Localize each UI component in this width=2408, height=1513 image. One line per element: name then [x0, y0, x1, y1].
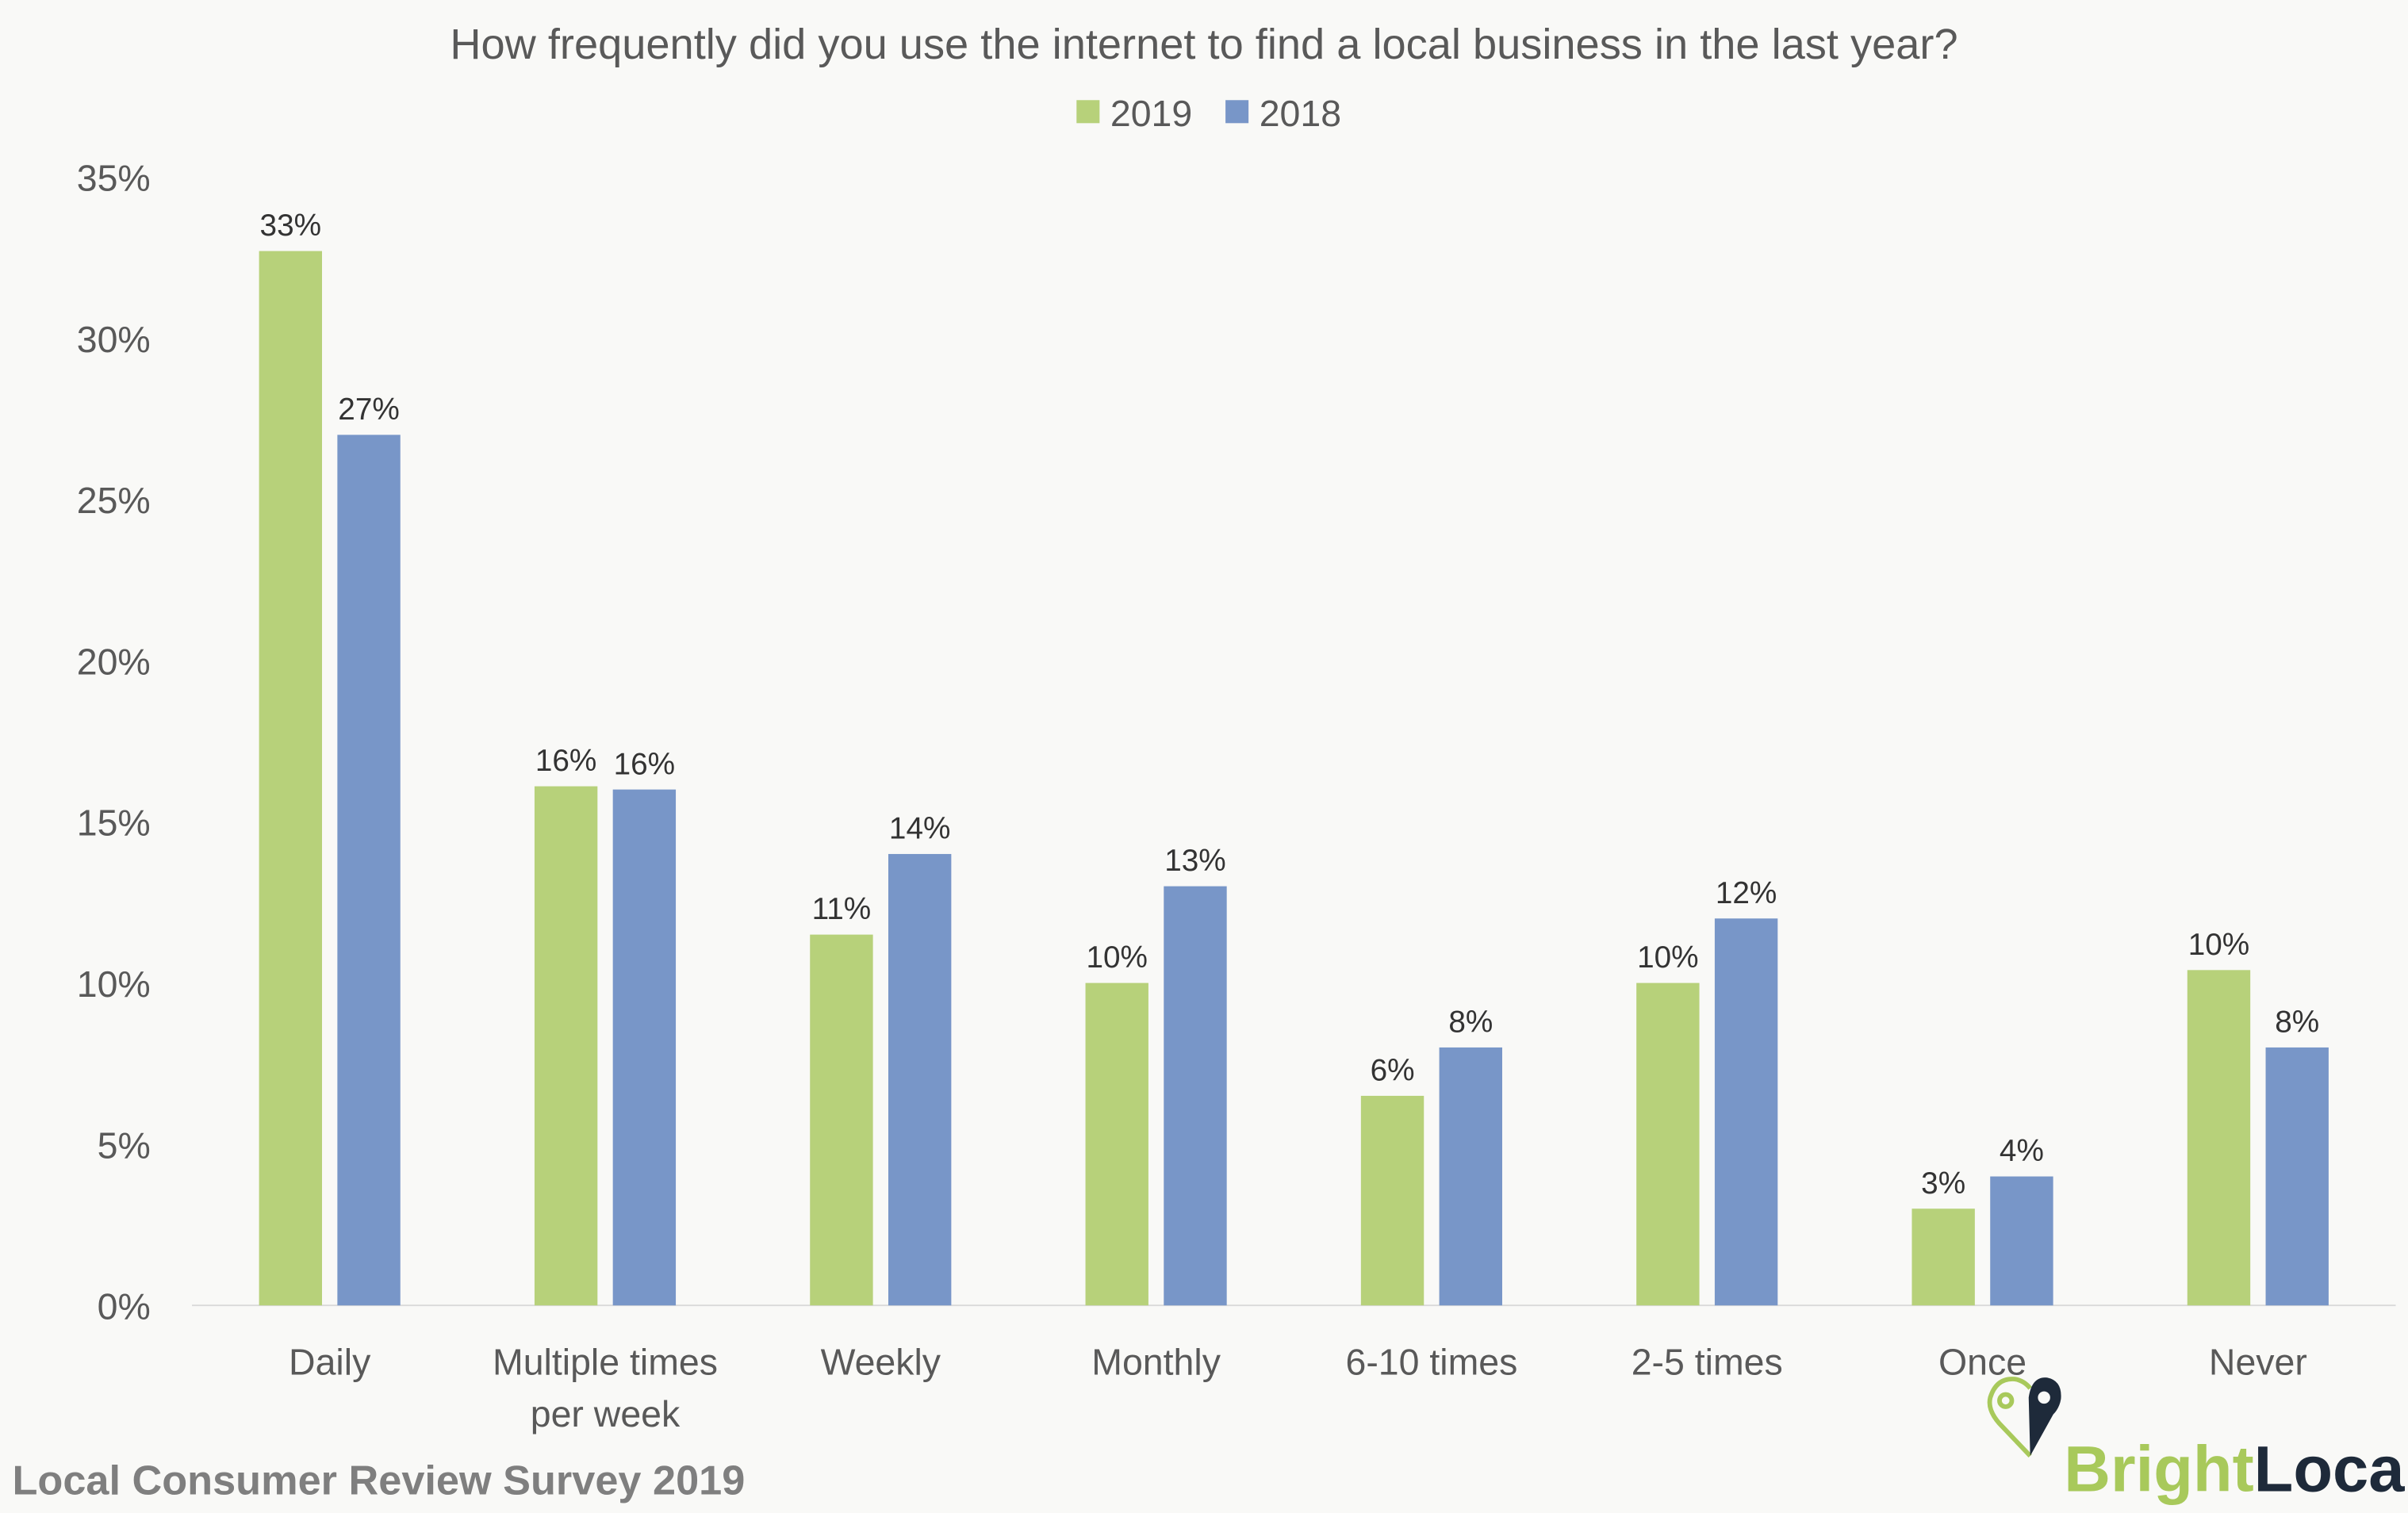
y-tick-label: 30% [77, 319, 151, 360]
data-label: 8% [2275, 1005, 2319, 1040]
data-label: 6% [1371, 1054, 1415, 1088]
bar-2018 [1714, 918, 1778, 1306]
y-tick-label: 25% [77, 480, 151, 521]
x-tick-label: Once [1938, 1341, 2026, 1382]
bar-2018 [1164, 886, 1227, 1306]
bar-2019 [259, 251, 323, 1306]
data-label: 16% [614, 747, 675, 781]
legend-label: 2018 [1260, 93, 1341, 134]
x-tick-label: Never [2209, 1341, 2307, 1382]
data-label: 10% [1086, 940, 1148, 975]
data-label: 12% [1716, 876, 1777, 910]
source-caption: Local Consumer Review Survey 2019 [12, 1457, 745, 1503]
data-label: 3% [1921, 1166, 1965, 1201]
chart-title: How frequently did you use the internet … [450, 21, 1957, 68]
bar-2019 [2187, 970, 2251, 1306]
x-tick-label: Multiple times per week [493, 1341, 718, 1434]
y-tick-label: 10% [77, 963, 151, 1005]
bar-2018 [337, 435, 401, 1306]
data-label: 11% [812, 892, 872, 926]
data-label: 10% [2188, 928, 2250, 962]
bar-2019 [810, 934, 873, 1306]
bar-2018 [1439, 1047, 1502, 1306]
y-tick-label: 0% [98, 1286, 151, 1327]
legend-swatch-2019 [1076, 100, 1100, 124]
bar-2019 [1360, 1095, 1424, 1306]
bar-2019 [534, 786, 598, 1306]
y-tick-label: 20% [77, 641, 151, 682]
y-tick-label: 5% [98, 1124, 151, 1166]
bar-2018 [1990, 1176, 2053, 1306]
data-label: 14% [889, 812, 951, 846]
bar-2018 [888, 853, 952, 1306]
legend-swatch-2018 [1225, 100, 1249, 124]
x-tick-label: Monthly [1091, 1341, 1221, 1382]
x-tick-label: 2-5 times [1632, 1341, 1783, 1382]
logo-text: BrightLocal [2064, 1433, 2408, 1505]
x-axis: Daily Multiple times per week Weekly Monthly… [289, 1341, 2307, 1434]
legend-label: 2019 [1110, 93, 1192, 134]
bar-2019 [1636, 982, 1700, 1306]
bar-2019 [1911, 1208, 1975, 1306]
brightlocal-logo: BrightLocal [1987, 1377, 2408, 1505]
data-label: 10% [1637, 940, 1699, 975]
bars: 33% 27% 16% 16% 11% 14% 10% 13% 6% 8% 10% 12% 3% 4% 10… [259, 209, 2329, 1306]
x-tick-label: Weekly [821, 1341, 941, 1382]
data-label: 16% [535, 744, 597, 778]
bar-2018 [2265, 1047, 2329, 1306]
data-label: 4% [2000, 1134, 2044, 1168]
x-tick-label: Daily [289, 1341, 371, 1382]
data-label: 33% [260, 209, 322, 243]
data-label: 8% [1448, 1005, 1493, 1040]
y-axis: 0% 5% 10% 15% 20% 25% 30% 35% [77, 158, 151, 1327]
legend: 2019 2018 [1076, 93, 1341, 134]
y-tick-label: 15% [77, 802, 151, 844]
bar-2019 [1085, 982, 1148, 1306]
data-label: 27% [338, 393, 399, 427]
data-label: 13% [1164, 844, 1226, 878]
map-pin-heart-icon [1987, 1377, 2061, 1457]
bar-2018 [612, 789, 677, 1306]
y-tick-label: 35% [77, 158, 151, 199]
x-tick-label: 6-10 times [1345, 1341, 1517, 1382]
